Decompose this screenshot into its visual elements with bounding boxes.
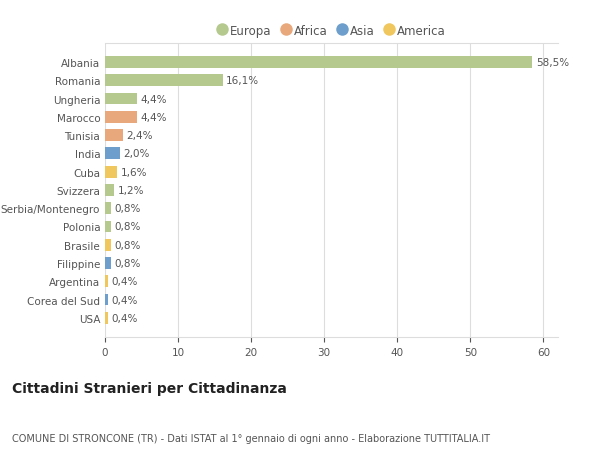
Bar: [105, 239, 111, 251]
Text: 58,5%: 58,5%: [536, 58, 569, 68]
Bar: [105, 221, 111, 233]
Legend: Europa, Africa, Asia, America: Europa, Africa, Asia, America: [212, 20, 451, 43]
Text: 0,8%: 0,8%: [115, 240, 141, 250]
Bar: [105, 276, 108, 287]
Text: 1,6%: 1,6%: [121, 167, 147, 177]
Text: 0,4%: 0,4%: [112, 295, 138, 305]
Bar: [105, 57, 532, 69]
Text: 2,0%: 2,0%: [123, 149, 149, 159]
Text: 0,8%: 0,8%: [115, 258, 141, 269]
Text: 0,4%: 0,4%: [112, 313, 138, 323]
Bar: [105, 94, 137, 105]
Bar: [105, 312, 108, 324]
Bar: [105, 203, 111, 215]
Text: 2,4%: 2,4%: [126, 131, 152, 141]
Bar: [105, 130, 122, 142]
Bar: [105, 75, 223, 87]
Text: Cittadini Stranieri per Cittadinanza: Cittadini Stranieri per Cittadinanza: [12, 381, 287, 396]
Text: 1,2%: 1,2%: [118, 185, 144, 196]
Text: 0,4%: 0,4%: [112, 277, 138, 286]
Text: 4,4%: 4,4%: [141, 95, 167, 104]
Bar: [105, 148, 119, 160]
Text: 0,8%: 0,8%: [115, 204, 141, 214]
Text: 4,4%: 4,4%: [141, 112, 167, 123]
Bar: [105, 257, 111, 269]
Text: 16,1%: 16,1%: [226, 76, 259, 86]
Bar: [105, 185, 114, 196]
Bar: [105, 112, 137, 123]
Bar: [105, 166, 116, 178]
Text: 0,8%: 0,8%: [115, 222, 141, 232]
Bar: [105, 294, 108, 306]
Text: COMUNE DI STRONCONE (TR) - Dati ISTAT al 1° gennaio di ogni anno - Elaborazione : COMUNE DI STRONCONE (TR) - Dati ISTAT al…: [12, 433, 490, 442]
